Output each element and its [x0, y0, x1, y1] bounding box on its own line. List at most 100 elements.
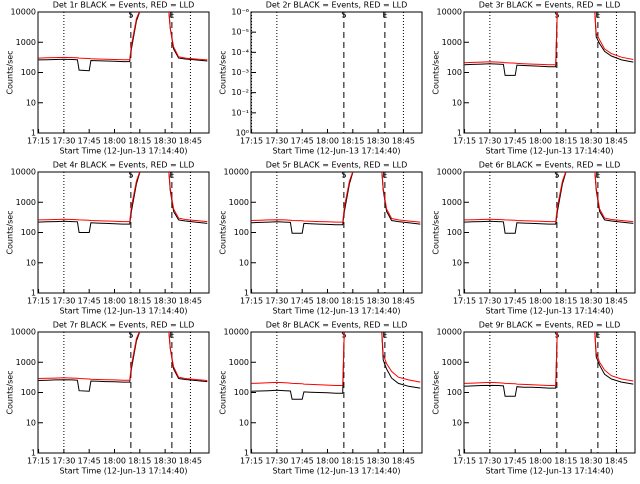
- x-tick-label: 18:15: [554, 297, 577, 306]
- y-tick-label: 100: [447, 388, 462, 397]
- x-tick-label: 18:30: [367, 137, 390, 146]
- y-axis-label: Counts/sec: [432, 210, 441, 254]
- y-axis-label: Counts/sec: [219, 370, 228, 414]
- y-tick-label: 10000: [437, 8, 462, 17]
- x-tick-label: 18:00: [316, 457, 339, 466]
- x-tick-label: 17:45: [78, 137, 101, 146]
- series-line: [464, 332, 634, 397]
- chart-title: Det 7r BLACK = Events, RED = LLD: [53, 321, 195, 330]
- x-tick-label: 18:30: [580, 137, 603, 146]
- y-axis-label: Counts/sec: [432, 50, 441, 94]
- y-tick-label: 100: [21, 68, 36, 77]
- chart-title: Det 1r BLACK = Events, RED = LLD: [53, 1, 195, 10]
- x-tick-label: 18:15: [341, 457, 364, 466]
- y-tick-label: 1000: [229, 358, 249, 367]
- x-tick-label: 18:30: [367, 457, 390, 466]
- y-tick-label: 10: [26, 98, 36, 107]
- x-axis-label: Start Time (12-Jun-13 17:14:40): [60, 147, 188, 156]
- x-tick-label: 18:30: [580, 297, 603, 306]
- y-tick-label: 1000: [442, 198, 462, 207]
- x-tick-label: 18:00: [103, 137, 126, 146]
- y-axis-label: Counts/sec: [6, 50, 15, 94]
- x-tick-label: 18:45: [605, 297, 628, 306]
- x-tick-label: 18:00: [529, 137, 552, 146]
- x-tick-label: 17:30: [52, 297, 75, 306]
- x-tick-label: 18:00: [529, 297, 552, 306]
- x-tick-label: 18:45: [179, 457, 202, 466]
- y-tick-label: 10: [452, 98, 462, 107]
- marker-label: S: [554, 171, 559, 180]
- x-tick-label: 17:15: [453, 457, 476, 466]
- y-tick-label: 100: [234, 388, 249, 397]
- plot-data: [38, 332, 208, 392]
- series-line: [251, 332, 421, 400]
- x-tick-label: 18:30: [154, 297, 177, 306]
- x-tick-label: 17:30: [265, 137, 288, 146]
- y-tick-label: 10⁻²: [231, 88, 249, 97]
- y-axis-label: Counts/sec: [6, 370, 15, 414]
- y-tick-label: 100: [21, 228, 36, 237]
- x-tick-label: 18:00: [529, 457, 552, 466]
- x-tick-label: 18:15: [341, 137, 364, 146]
- y-tick-label: 10: [26, 418, 36, 427]
- plot-data: [464, 332, 634, 397]
- y-tick-label: 1: [457, 449, 462, 458]
- x-axis-label: Start Time (12-Jun-13 17:14:40): [60, 467, 188, 476]
- y-tick-label: 1000: [442, 38, 462, 47]
- x-tick-label: 18:15: [554, 457, 577, 466]
- x-tick-label: 18:45: [392, 457, 415, 466]
- y-tick-label: 1: [31, 129, 36, 138]
- x-tick-label: 17:15: [453, 297, 476, 306]
- series-line: [38, 12, 208, 72]
- marker-label: S: [341, 171, 346, 180]
- x-axis-label: Start Time (12-Jun-13 17:14:40): [486, 467, 614, 476]
- x-tick-label: 18:15: [128, 457, 151, 466]
- x-tick-label: 17:15: [27, 297, 50, 306]
- series-line: [38, 12, 208, 61]
- y-tick-label: 10⁻⁴: [231, 48, 249, 57]
- series-line: [38, 172, 208, 223]
- y-tick-label: 1000: [16, 358, 36, 367]
- y-tick-label: 10: [26, 258, 36, 267]
- x-tick-label: 17:45: [291, 297, 314, 306]
- series-line: [464, 172, 634, 234]
- x-tick-label: 17:30: [52, 137, 75, 146]
- x-tick-label: 17:15: [27, 457, 50, 466]
- chart-title: Det 5r BLACK = Events, RED = LLD: [266, 161, 408, 170]
- series-line: [464, 12, 634, 76]
- x-axis-label: Start Time (12-Jun-13 17:14:40): [273, 307, 401, 316]
- x-axis-label: Start Time (12-Jun-13 17:14:40): [60, 307, 188, 316]
- y-tick-label: 1: [457, 129, 462, 138]
- y-tick-label: 1: [31, 449, 36, 458]
- y-tick-label: 10000: [224, 328, 249, 337]
- chart-title: Det 6r BLACK = Events, RED = LLD: [479, 161, 621, 170]
- x-tick-label: 18:15: [341, 297, 364, 306]
- x-tick-label: 18:00: [316, 137, 339, 146]
- plot-data: [38, 172, 208, 233]
- x-tick-label: 18:30: [580, 457, 603, 466]
- marker-label: S: [128, 11, 133, 20]
- x-tick-label: 18:45: [392, 297, 415, 306]
- x-tick-label: 18:15: [128, 137, 151, 146]
- x-tick-label: 17:15: [240, 297, 263, 306]
- y-tick-label: 10000: [437, 328, 462, 337]
- x-tick-label: 18:45: [179, 297, 202, 306]
- x-tick-label: 18:00: [103, 457, 126, 466]
- series-line: [38, 332, 208, 392]
- series-line: [38, 172, 208, 233]
- y-tick-label: 10000: [437, 168, 462, 177]
- series-line: [464, 172, 634, 223]
- x-tick-label: 18:15: [128, 297, 151, 306]
- marker-label: E: [169, 171, 174, 180]
- y-axis-label: Counts/sec: [6, 210, 15, 254]
- y-axis-label: Counts/sec: [219, 210, 228, 254]
- y-tick-label: 10: [239, 258, 249, 267]
- x-tick-label: 18:15: [554, 137, 577, 146]
- plot-data: [38, 12, 208, 72]
- plot-data: [251, 172, 421, 234]
- marker-label: E: [382, 331, 387, 340]
- x-tick-label: 17:30: [52, 457, 75, 466]
- marker-label: E: [169, 331, 174, 340]
